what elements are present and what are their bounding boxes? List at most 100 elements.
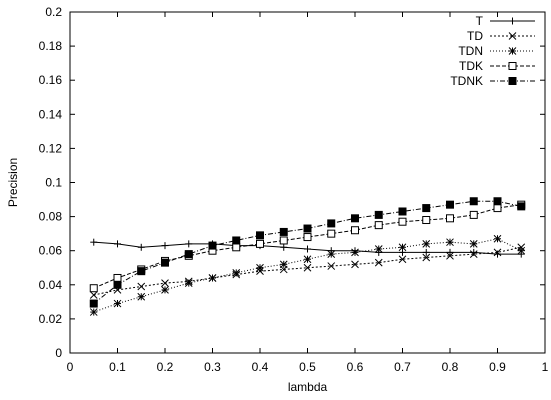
data-point-tdk <box>279 236 288 245</box>
data-point-tdnk <box>327 219 336 228</box>
data-point-tdn <box>279 260 288 269</box>
data-point-tdnk <box>517 202 526 211</box>
data-point-tdn <box>89 308 98 316</box>
data-point-tdk <box>256 239 264 248</box>
x-tick-label: 0.4 <box>252 360 269 374</box>
data-point-t <box>304 245 311 253</box>
data-point-t <box>470 248 478 256</box>
legend-marker <box>508 47 517 55</box>
legend-label: T <box>476 14 484 28</box>
series-t <box>90 238 525 258</box>
data-point-tdn <box>374 245 383 253</box>
legend-label: TDN <box>458 44 483 58</box>
data-point-tdn <box>422 240 431 248</box>
y-tick-label: 0.06 <box>39 244 63 258</box>
data-point-tdnk <box>161 258 169 267</box>
y-tick-label: 0.2 <box>45 5 62 19</box>
data-point-t <box>114 240 121 248</box>
y-tick-label: 0.16 <box>39 73 63 87</box>
data-point-tdk <box>113 273 122 282</box>
data-point-tdn <box>517 246 526 255</box>
x-tick-label: 0.1 <box>109 360 126 374</box>
data-point-tdk <box>303 233 312 242</box>
data-point-tdk <box>232 243 241 252</box>
tick-labels: 0 0.1 0.2 0.3 0.4 0.5 0.6 0.7 0.8 0.9 1 0 0.02 0.04 0.… <box>39 5 549 374</box>
x-tick-label: 0.6 <box>347 360 364 374</box>
data-point-tdnk <box>89 299 98 308</box>
data-point-tdnk <box>303 224 312 233</box>
x-tick-label: 0.5 <box>299 360 316 374</box>
data-point-tdn <box>446 238 454 247</box>
x-tick-label: 0 <box>67 360 74 374</box>
data-point-tdk <box>446 214 454 223</box>
data-point-td <box>446 251 454 260</box>
data-point-t <box>90 238 98 246</box>
data-point-tdk <box>398 217 407 226</box>
x-tick-label: 0.2 <box>157 360 174 374</box>
legend-item-t: T <box>476 14 535 28</box>
data-point-td <box>351 260 359 269</box>
data-point-td <box>89 291 98 299</box>
data-point-t <box>422 248 430 256</box>
data-point-tdnk <box>422 204 431 213</box>
data-point-tdnk <box>374 210 383 219</box>
legend-marker <box>508 32 517 40</box>
data-point-t <box>161 242 169 250</box>
data-point-td <box>327 262 336 270</box>
data-point-tdn <box>256 263 264 272</box>
data-point-tdk <box>493 204 502 213</box>
y-tick-label: 0 <box>55 346 62 360</box>
x-axis-title: lambda <box>288 380 328 394</box>
data-point-tdnk <box>279 227 288 236</box>
x-tick-label: 0.7 <box>394 360 411 374</box>
data-point-tdnk <box>184 250 193 259</box>
legend-label: TDK <box>459 59 483 73</box>
data-point-tdn <box>303 255 312 264</box>
x-tick-label: 1 <box>542 360 549 374</box>
data-point-tdnk <box>113 280 122 289</box>
data-point-td <box>469 250 478 258</box>
data-point-td <box>422 253 431 262</box>
legend-item-tdnk: TDNK <box>450 74 535 88</box>
series-line-td <box>93 246 522 296</box>
data-point-td <box>161 279 169 287</box>
data-point-tdn <box>469 240 478 248</box>
tick-marks <box>69 11 546 354</box>
data-point-t <box>185 240 193 248</box>
legend-item-td: TD <box>467 29 535 43</box>
data-point-tdnk <box>208 241 217 250</box>
data-point-td <box>303 263 312 272</box>
data-point-tdnk <box>446 200 454 209</box>
data-point-tdk <box>469 210 478 219</box>
data-point-td <box>398 255 407 264</box>
y-tick-label: 0.12 <box>39 141 63 155</box>
data-point-t <box>446 248 454 256</box>
legend-item-tdn: TDN <box>458 44 535 58</box>
data-point-tdn <box>184 279 193 287</box>
data-point-td <box>374 258 383 267</box>
y-axis-title: Precision <box>6 158 20 207</box>
legend-marker <box>508 62 517 70</box>
series-tdn <box>89 234 526 316</box>
data-point-t <box>280 243 288 251</box>
data-point-td <box>137 282 146 291</box>
y-tick-label: 0.04 <box>39 278 63 292</box>
y-tick-label: 0.18 <box>39 39 63 53</box>
x-tick-label: 0.3 <box>204 360 221 374</box>
data-point-tdn <box>398 243 407 252</box>
series-layer <box>89 197 526 316</box>
y-tick-label: 0.14 <box>39 107 63 121</box>
data-point-tdn <box>232 269 241 277</box>
data-point-tdnk <box>351 214 359 223</box>
legend-marker <box>509 17 516 25</box>
legend-marker <box>508 77 517 85</box>
data-point-tdnk <box>493 197 502 206</box>
data-point-tdnk <box>137 267 146 276</box>
data-point-tdn <box>113 299 122 308</box>
data-point-tdn <box>351 248 359 257</box>
x-tick-label: 0.9 <box>489 360 506 374</box>
y-tick-label: 0.1 <box>45 176 62 190</box>
data-point-tdk <box>422 216 431 225</box>
